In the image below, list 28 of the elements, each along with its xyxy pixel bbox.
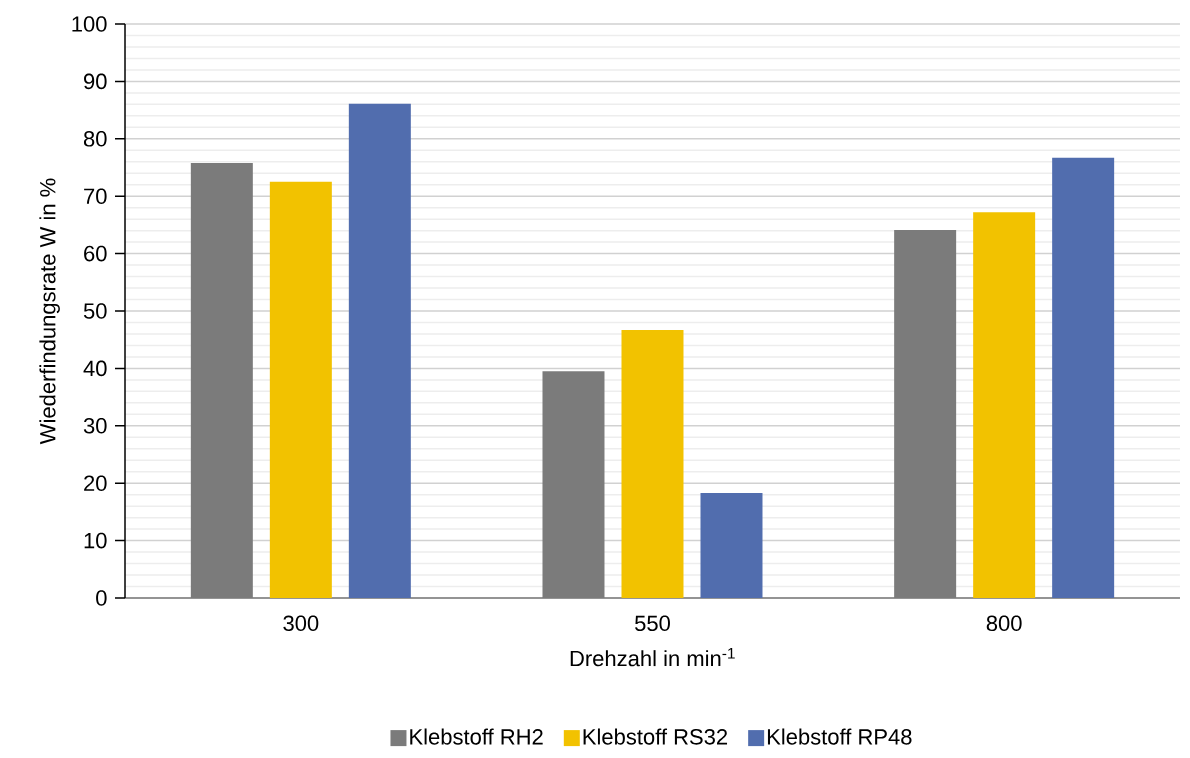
x-tick-label: 300	[283, 615, 319, 632]
x-tick-label: 550	[635, 615, 670, 632]
y-tick-label: 0	[96, 590, 107, 606]
y-tick-label: 10	[84, 532, 107, 549]
x-tick-label: 800	[986, 615, 1022, 632]
bar	[190, 162, 253, 598]
y-tick-label: 80	[83, 131, 107, 147]
bar	[348, 103, 411, 598]
bar	[894, 230, 957, 598]
y-tick-label: 90	[84, 73, 107, 90]
y-tick-label: 40	[83, 360, 107, 377]
y-tick-label: 50	[83, 303, 107, 319]
y-tick-label: 30	[83, 418, 107, 434]
legend-label: Klebstoff RP48	[767, 728, 912, 745]
y-tick-label: 60	[84, 245, 107, 262]
legend-label: Klebstoff RS32	[583, 728, 728, 745]
y-tick-label: 70	[84, 188, 107, 204]
bar	[700, 492, 763, 598]
bar	[269, 181, 332, 598]
bar	[973, 212, 1036, 598]
bar	[621, 329, 684, 598]
legend-label: Klebstoff RH2	[410, 728, 543, 745]
bar	[1052, 157, 1115, 598]
bar	[542, 371, 605, 598]
y-axis-title: Wiederfindungsrate W in %	[39, 178, 60, 445]
y-tick-label: 100	[72, 16, 107, 32]
x-axis-title: Drehzahl in min$^{-1}$	[570, 647, 735, 667]
y-tick-label: 20	[84, 475, 107, 491]
